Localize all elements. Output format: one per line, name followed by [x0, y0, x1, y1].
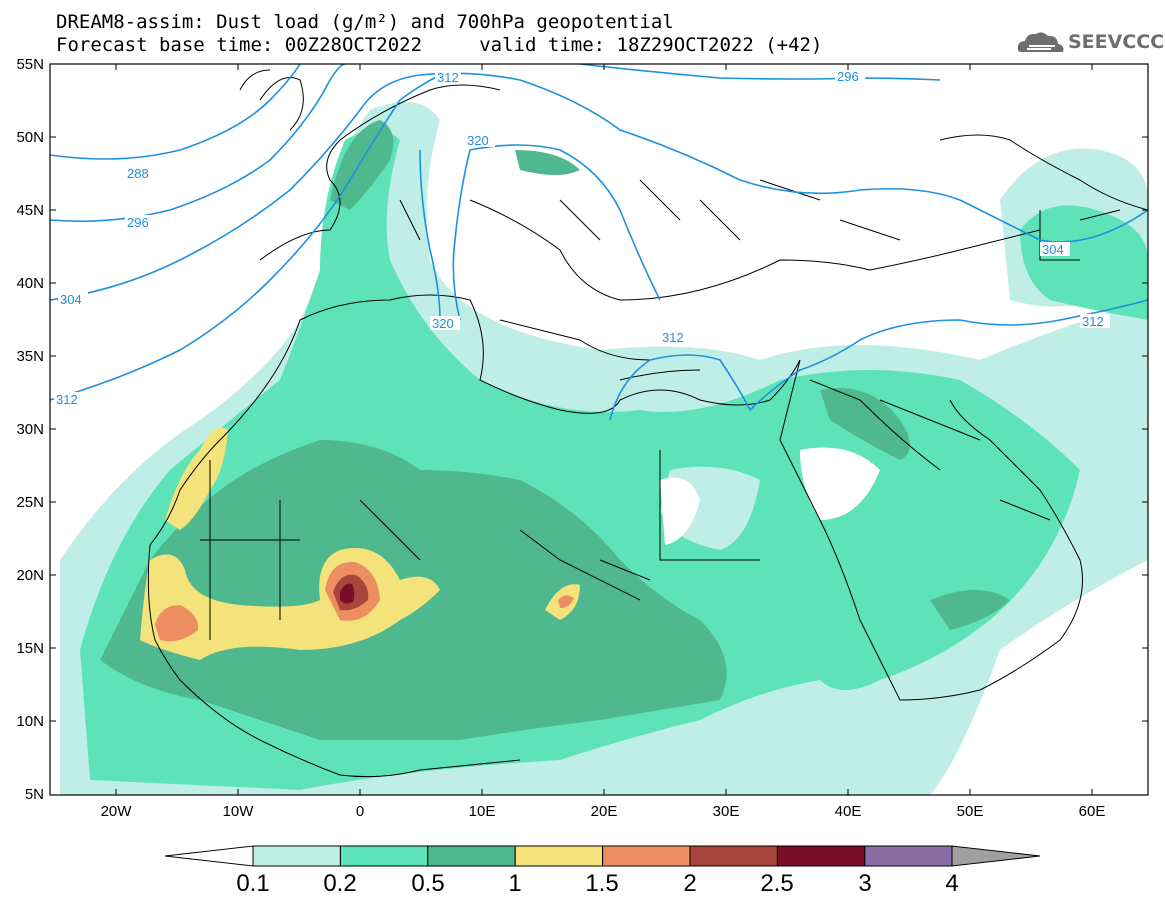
colorbar-label: 0.5 [411, 870, 445, 897]
lat-label: 50N [16, 129, 44, 146]
colorbar-lower-arrow [164, 845, 254, 867]
coastlines [147, 69, 1148, 778]
lon-label: 60E [1078, 803, 1106, 820]
axis-ticks [50, 63, 1148, 796]
lat-label: 25N [16, 494, 44, 511]
lat-label: 55N [16, 56, 44, 73]
colorbar-label: 3 [858, 870, 872, 897]
contour-label: 320 [467, 133, 489, 148]
contour-label-layer: 288 296 304 312 312 320 320 296 312 304 … [54, 69, 1110, 407]
colorbar-swatch [514, 845, 604, 867]
colorbar-upper-arrow [951, 845, 1041, 867]
colorbar-swatch [864, 845, 953, 867]
logo-text: SEEVCCC [1068, 31, 1165, 53]
colorbar-swatch [427, 845, 516, 867]
lat-label: 15N [16, 640, 44, 657]
colorbar-label: 1 [508, 870, 522, 897]
dust-field: 288 296 304 312 312 320 320 296 312 304 … [50, 64, 1148, 795]
contour-label: 320 [432, 316, 454, 331]
colorbar-label: 2 [683, 870, 697, 897]
colorbar-swatch [252, 845, 341, 867]
colorbar-label: 2.5 [760, 870, 794, 897]
contour-label: 312 [662, 330, 684, 345]
colorbar-swatch [602, 845, 691, 867]
forecast-time-line: Forecast base time: 00Z28OCT2022 valid t… [56, 34, 823, 56]
contour-label: 304 [1042, 242, 1064, 257]
lon-label: 10E [468, 803, 496, 820]
lat-label: 20N [16, 567, 44, 584]
colorbar-swatch [339, 845, 429, 867]
colorbar-label: 0.1 [236, 870, 270, 897]
colorbar-label: 0.2 [323, 870, 357, 897]
lat-label: 30N [16, 421, 44, 438]
colorbar [164, 845, 1041, 867]
contour-label: 312 [56, 392, 78, 407]
colorbar-label: 1.5 [585, 870, 619, 897]
contour-label: 312 [437, 70, 459, 85]
lat-label: 10N [16, 713, 44, 730]
lat-label: 40N [16, 275, 44, 292]
contour-label: 288 [127, 166, 149, 181]
map-title: DREAM8-assim: Dust load (g/m²) and 700hP… [56, 11, 674, 33]
lat-label: 35N [16, 348, 44, 365]
lon-label: 40E [834, 803, 862, 820]
lon-label: 30E [712, 803, 740, 820]
lon-label: 50E [956, 803, 984, 820]
lon-label: 10W [222, 803, 254, 820]
cloud-icon [1017, 32, 1064, 52]
contour-label: 312 [1082, 314, 1104, 329]
lon-label: 0 [355, 803, 365, 820]
geopotential-contours [50, 64, 1148, 421]
colorbar-swatch [776, 845, 866, 867]
colorbar-label: 4 [945, 870, 959, 897]
lon-label: 20E [590, 803, 618, 820]
contour-label: 296 [837, 69, 859, 84]
lat-label: 5N [24, 786, 44, 803]
contour-label: 296 [127, 215, 149, 230]
colorbar-swatch [689, 845, 778, 867]
contour-label: 304 [60, 292, 82, 307]
lat-label: 45N [16, 202, 44, 219]
lon-label: 20W [100, 803, 132, 820]
